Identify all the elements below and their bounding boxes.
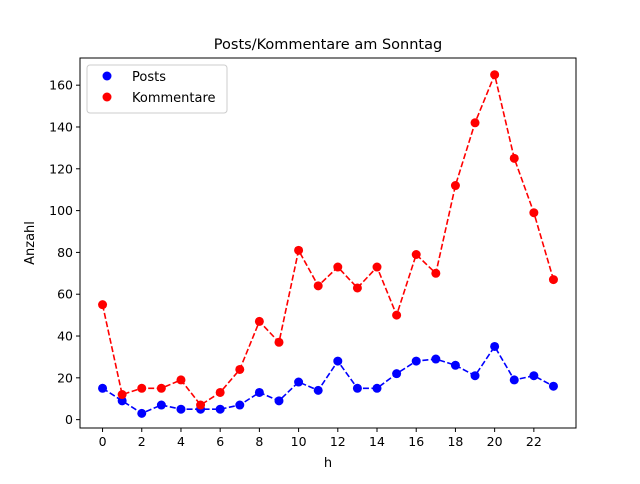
data-point-posts bbox=[176, 404, 186, 414]
x-tick-label: 4 bbox=[177, 434, 185, 449]
y-tick-label: 0 bbox=[65, 412, 73, 427]
data-point-kommentare bbox=[117, 390, 127, 400]
x-tick-label: 6 bbox=[216, 434, 224, 449]
data-point-kommentare bbox=[392, 310, 402, 320]
legend-label-kommentare: Kommentare bbox=[132, 91, 216, 106]
data-point-posts bbox=[548, 381, 558, 391]
data-point-posts bbox=[117, 396, 127, 406]
x-tick-label: 16 bbox=[408, 434, 424, 449]
data-point-kommentare bbox=[490, 70, 500, 80]
data-point-posts bbox=[450, 360, 460, 370]
data-point-posts bbox=[333, 356, 343, 366]
data-point-kommentare bbox=[548, 275, 558, 285]
legend-marker-posts bbox=[102, 71, 112, 81]
data-point-kommentare bbox=[509, 153, 519, 163]
y-tick-label: 160 bbox=[49, 78, 73, 93]
data-point-kommentare bbox=[352, 283, 362, 293]
data-point-posts bbox=[254, 387, 264, 397]
series-line-posts bbox=[102, 344, 554, 415]
data-point-kommentare bbox=[235, 364, 245, 374]
x-axis-label: h bbox=[324, 456, 332, 471]
x-tick-label: 22 bbox=[526, 434, 542, 449]
legend-marker-kommentare bbox=[102, 92, 112, 102]
data-point-posts bbox=[470, 371, 480, 381]
data-point-kommentare bbox=[294, 245, 304, 255]
y-tick-label: 100 bbox=[49, 203, 73, 218]
data-point-posts bbox=[372, 383, 382, 393]
data-point-posts bbox=[294, 377, 304, 387]
data-point-kommentare bbox=[529, 208, 539, 218]
x-tick-label: 8 bbox=[255, 434, 263, 449]
data-point-kommentare bbox=[411, 250, 421, 259]
data-point-kommentare bbox=[372, 262, 382, 272]
y-tick-label: 40 bbox=[57, 329, 73, 344]
data-point-kommentare bbox=[176, 375, 186, 385]
y-axis-label: Anzahl bbox=[23, 221, 38, 265]
data-point-kommentare bbox=[470, 118, 480, 128]
axes-background bbox=[80, 58, 576, 428]
data-point-posts bbox=[156, 400, 166, 410]
data-point-posts bbox=[98, 383, 108, 393]
data-point-posts bbox=[274, 396, 284, 406]
data-point-posts bbox=[235, 400, 245, 410]
data-point-posts bbox=[392, 369, 402, 379]
x-tick-label: 18 bbox=[447, 434, 463, 449]
y-tick-label: 60 bbox=[57, 287, 73, 302]
data-point-posts bbox=[529, 371, 539, 381]
y-tick-label: 140 bbox=[49, 119, 73, 134]
data-point-posts bbox=[215, 404, 225, 414]
data-point-posts bbox=[137, 408, 147, 418]
data-point-kommentare bbox=[333, 262, 343, 272]
data-point-kommentare bbox=[313, 281, 323, 291]
legend-item-kommentare: Kommentare bbox=[102, 91, 216, 106]
legend: Posts Kommentare bbox=[86, 64, 228, 114]
data-point-posts bbox=[313, 385, 323, 395]
x-tick-label: 2 bbox=[138, 434, 146, 449]
legend-item-posts: Posts bbox=[102, 70, 166, 85]
x-tick-label: 10 bbox=[291, 434, 307, 449]
data-point-kommentare bbox=[431, 268, 441, 278]
data-point-kommentare bbox=[137, 383, 147, 393]
y-axis: 0 20 40 60 80 100 120 140 160 bbox=[49, 78, 80, 427]
data-point-posts bbox=[490, 341, 500, 351]
data-point-kommentare bbox=[450, 181, 460, 191]
x-tick-label: 20 bbox=[487, 434, 503, 449]
data-point-posts bbox=[509, 375, 519, 385]
y-tick-label: 120 bbox=[49, 161, 73, 176]
x-tick-label: 12 bbox=[330, 434, 346, 449]
legend-box bbox=[86, 64, 228, 114]
plot-area bbox=[79, 57, 577, 429]
x-tick-label: 0 bbox=[99, 434, 107, 449]
x-axis: 0 2 4 6 8 10 12 14 16 18 20 22 bbox=[99, 428, 542, 449]
y-tick-label: 20 bbox=[57, 370, 73, 385]
data-point-kommentare bbox=[98, 300, 108, 310]
data-point-kommentare bbox=[254, 316, 264, 326]
data-point-posts bbox=[352, 383, 362, 393]
data-point-kommentare bbox=[215, 387, 225, 397]
legend-label-posts: Posts bbox=[132, 70, 166, 85]
series-layer bbox=[98, 70, 558, 418]
chart-title: Posts/Kommentare am Sonntag bbox=[214, 37, 442, 53]
data-point-kommentare bbox=[156, 383, 166, 393]
y-tick-label: 80 bbox=[57, 245, 73, 260]
data-point-posts bbox=[411, 356, 421, 366]
data-point-kommentare bbox=[196, 400, 206, 410]
data-point-posts bbox=[431, 354, 441, 364]
axes-frame bbox=[79, 57, 577, 429]
data-point-kommentare bbox=[274, 337, 284, 347]
x-tick-label: 14 bbox=[369, 434, 385, 449]
